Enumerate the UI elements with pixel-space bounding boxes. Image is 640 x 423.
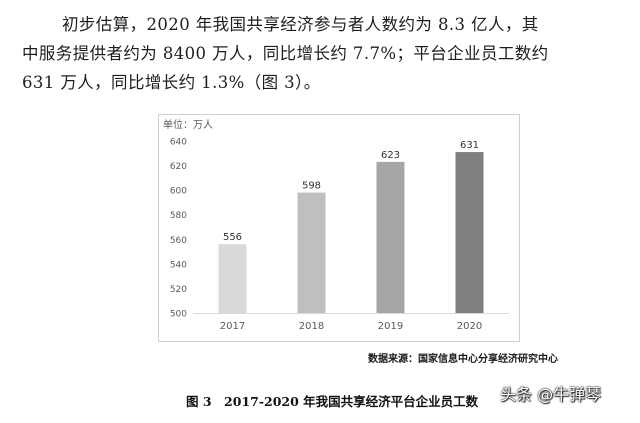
paragraph-line: 中服务提供者约为 8400 万人，同比增长约 7.7%；平台企业员工数约: [22, 44, 549, 63]
y-tick-label: 560: [170, 236, 187, 246]
bar: [376, 161, 405, 313]
data-source-note: 数据来源：国家信息中心分享经济研究中心: [368, 354, 558, 365]
y-tick-label: 540: [170, 260, 187, 270]
chart-frame: 单位：万人 500 520 540 560 580 600 620 640 556 2017 598 2…: [158, 114, 520, 342]
figure-caption: 图 3 2017-2020 年我国共享经济平台企业员工数: [186, 394, 479, 409]
unit-label: 单位：万人: [163, 118, 213, 131]
x-tick-label: 2020: [457, 321, 482, 332]
y-tick-label: 500: [170, 310, 187, 320]
bar-chart: 单位：万人 500 520 540 560 580 600 620 640 556 2017 598 2…: [163, 118, 509, 332]
watermark-text: 头条 @牛弹琴: [500, 385, 602, 404]
x-tick-label: 2017: [220, 321, 245, 332]
y-tick-label: 580: [170, 211, 187, 221]
bar: [455, 152, 484, 313]
y-tick-label: 620: [170, 162, 187, 172]
bar: [218, 244, 247, 313]
bar-data-label: 598: [302, 181, 321, 192]
bar-data-label: 623: [381, 150, 400, 161]
y-tick-label: 640: [170, 138, 187, 148]
y-tick-label: 520: [170, 285, 187, 295]
x-tick-label: 2018: [299, 321, 324, 332]
paragraph-line: 初步估算，2020 年我国共享经济参与者人数约为 8.3 亿人，其: [62, 15, 539, 34]
x-tick-label: 2019: [378, 321, 403, 332]
paragraph-line: 631 万人，同比增长约 1.3%（图 3）。: [22, 73, 321, 92]
y-tick-label: 600: [170, 187, 187, 197]
bar-data-label: 631: [460, 140, 479, 151]
body-paragraph: 初步估算，2020 年我国共享经济参与者人数约为 8.3 亿人，其 中服务提供者…: [22, 10, 622, 97]
bar-data-label: 556: [223, 232, 242, 243]
bar: [297, 192, 326, 313]
